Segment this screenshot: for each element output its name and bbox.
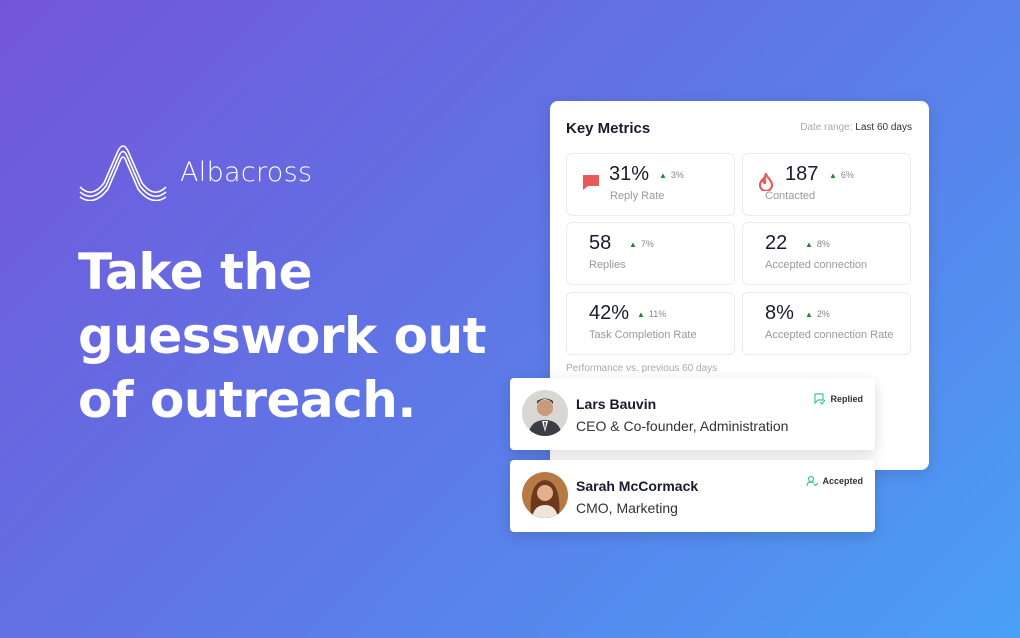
metric-value: 22	[765, 232, 788, 254]
metric-value: 42%	[589, 302, 630, 324]
metric-tile-replies: 58 ▲ 7% Replies	[566, 222, 735, 285]
brand-logo: Albacross	[78, 143, 312, 201]
headline-line: of outreach.	[78, 371, 416, 429]
date-range[interactable]: Date range: Last 60 days	[800, 122, 912, 133]
metric-tile-accepted-connection: 22 ▲ 8% Accepted connection	[742, 222, 911, 285]
up-arrow-icon: ▲	[629, 240, 637, 249]
status-badge: Accepted	[806, 475, 863, 487]
metric-delta: ▲ 11%	[637, 309, 667, 319]
metric-label: Replies	[589, 259, 626, 271]
metric-delta: ▲ 3%	[659, 170, 684, 180]
date-range-value: Last 60 days	[855, 122, 912, 133]
person-name: Lars Bauvin	[576, 396, 657, 412]
metric-delta: ▲ 2%	[805, 309, 830, 319]
metric-delta: ▲ 6%	[829, 170, 854, 180]
metric-tile-task-completion: 42% ▲ 11% Task Completion Rate	[566, 292, 735, 355]
avatar	[522, 472, 568, 518]
up-arrow-icon: ▲	[805, 240, 813, 249]
person-name: Sarah McCormack	[576, 478, 699, 494]
headline-line: guesswork out	[78, 307, 487, 365]
person-role: CEO & Co-founder, Administration	[576, 418, 789, 434]
metric-tile-reply-rate: 31% ▲ 3% Reply Rate	[566, 153, 735, 216]
metric-value: 31%	[609, 163, 650, 185]
metric-delta: ▲ 7%	[629, 239, 654, 249]
up-arrow-icon: ▲	[805, 310, 813, 319]
metric-label: Task Completion Rate	[589, 329, 697, 341]
metric-tile-contacted: 187 ▲ 6% Contacted	[742, 153, 911, 216]
chat-bubble-icon	[583, 175, 599, 190]
replied-icon	[814, 393, 826, 405]
status-badge: Replied	[814, 393, 863, 405]
metric-label: Contacted	[765, 190, 816, 202]
albacross-logo-icon	[79, 145, 167, 201]
metric-label: Reply Rate	[610, 190, 665, 202]
up-arrow-icon: ▲	[659, 171, 667, 180]
headline-line: Take the	[78, 243, 313, 301]
flame-icon	[758, 173, 774, 191]
headline: Take the guesswork out of outreach.	[78, 240, 487, 432]
metric-delta: ▲ 8%	[805, 239, 830, 249]
up-arrow-icon: ▲	[829, 171, 837, 180]
user-check-icon	[806, 475, 819, 487]
metric-tile-accepted-connection-rate: 8% ▲ 2% Accepted connection Rate	[742, 292, 911, 355]
brand-name: Albacross	[180, 156, 313, 188]
person-card[interactable]: Sarah McCormack CMO, Marketing Accepted	[510, 460, 875, 532]
up-arrow-icon: ▲	[637, 310, 645, 319]
metric-value: 8%	[765, 302, 794, 324]
metric-value: 187	[785, 163, 819, 185]
comparison-footnote: Performance vs. previous 60 days	[566, 363, 718, 374]
avatar	[522, 390, 568, 436]
metric-label: Accepted connection	[765, 259, 868, 271]
card-title: Key Metrics	[566, 120, 651, 137]
metric-value: 58	[589, 232, 612, 254]
person-card[interactable]: Lars Bauvin CEO & Co-founder, Administra…	[510, 378, 875, 450]
date-range-label: Date range:	[800, 122, 853, 133]
metric-label: Accepted connection Rate	[765, 329, 894, 341]
person-role: CMO, Marketing	[576, 500, 678, 516]
